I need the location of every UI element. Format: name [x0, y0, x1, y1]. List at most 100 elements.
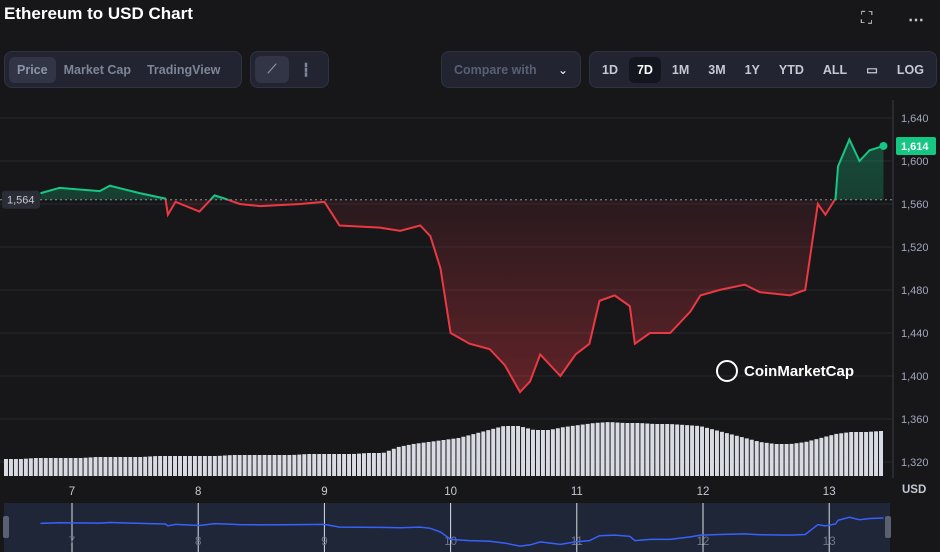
range-1d[interactable]: 1D [602, 62, 618, 77]
chart-type-toggle: ⟋ ┇ [250, 51, 329, 88]
volume-bar [153, 456, 158, 476]
volume-bar [610, 422, 615, 476]
volume-bar [769, 443, 774, 476]
volume-bar [73, 458, 78, 476]
volume-bar [436, 440, 441, 476]
volume-bar [148, 456, 153, 476]
volume-bar [416, 443, 421, 476]
volume-bar [456, 438, 461, 476]
volume-bar [48, 458, 53, 476]
volume-bar [371, 453, 376, 476]
fullscreen-icon[interactable]: ⛶ [861, 10, 873, 27]
navigator-tick-label: 7 [69, 536, 75, 548]
volume-bar [650, 423, 655, 476]
volume-bar [670, 424, 675, 476]
volume-bar [297, 454, 302, 476]
volume-bar [774, 444, 779, 476]
more-icon[interactable]: ⋯ [908, 12, 924, 29]
navigator-tick-label: 10 [444, 536, 457, 548]
volume-bar [287, 455, 292, 476]
volume-bar [347, 454, 352, 476]
volume-bar [13, 459, 18, 476]
volume-bar [352, 453, 356, 476]
volume-bar [272, 455, 277, 476]
volume-bar [824, 436, 829, 476]
volume-bar [173, 456, 178, 476]
page-title: Ethereum to USD Chart [4, 4, 193, 23]
volume-bar [501, 426, 506, 476]
volume-bar [108, 457, 113, 476]
chevron-down-icon: ⌄ [557, 62, 568, 77]
range-7d[interactable]: 7D [628, 56, 661, 83]
navigator-handle-right[interactable] [885, 516, 891, 538]
volume-bar [282, 455, 287, 476]
volume-bar [63, 458, 68, 476]
volume-bar [421, 442, 426, 476]
volume-bar [446, 439, 451, 476]
volume-bar [158, 456, 163, 476]
volume-bar [381, 452, 386, 476]
x-tick-label: 13 [823, 486, 836, 498]
volume-bar [709, 429, 714, 476]
volume-bar [516, 426, 521, 476]
volume-bar [685, 425, 690, 476]
volume-bar [267, 455, 272, 476]
volume-bar [854, 432, 859, 476]
volume-bar [550, 429, 555, 476]
volume-bar [451, 438, 456, 476]
candlestick-icon[interactable]: ┇ [302, 63, 310, 77]
tab-tradingview[interactable]: TradingView [146, 62, 221, 77]
y-tick-label: 1,440 [901, 328, 929, 340]
volume-bar [322, 454, 327, 476]
volume-bar [844, 432, 849, 476]
volume-bar [23, 458, 28, 476]
volume-bar [342, 454, 347, 476]
volume-bar [192, 456, 197, 476]
compare-dropdown[interactable]: Compare with ⌄ [441, 51, 581, 88]
range-all[interactable]: ALL [822, 62, 848, 77]
baseline-badge [2, 190, 40, 209]
volume-bar [257, 455, 262, 476]
volume-bar [749, 439, 754, 476]
navigator-tick-label: 12 [697, 536, 710, 548]
volume-bar [337, 454, 342, 476]
coinmarketcap-logo-icon [716, 360, 738, 382]
volume-bar [565, 426, 570, 476]
volume-bar [312, 454, 317, 476]
tab-market-cap[interactable]: Market Cap [63, 62, 131, 77]
volume-bar [570, 425, 575, 476]
y-tick-label: 1,480 [901, 285, 929, 297]
volume-bar [4, 459, 8, 476]
volume-bar [779, 444, 784, 476]
x-tick-label: 9 [321, 486, 327, 498]
volume-bar [859, 432, 864, 476]
line-chart-icon[interactable]: ⟋ [255, 56, 289, 83]
volume-bar [486, 430, 491, 476]
volume-bar [38, 458, 43, 476]
log-toggle[interactable]: LOG [896, 62, 924, 77]
navigator-handle-left[interactable] [3, 516, 9, 538]
volume-bar [83, 457, 88, 476]
x-tick-label: 10 [444, 486, 457, 498]
calendar-icon[interactable]: ▭ [866, 63, 878, 77]
range-3m[interactable]: 3M [708, 62, 726, 77]
volume-bar [466, 435, 471, 476]
volume-bar [396, 446, 401, 476]
range-1m[interactable]: 1M [671, 62, 690, 77]
volume-bar [809, 440, 814, 476]
volume-bar [178, 456, 182, 476]
volume-bar [93, 457, 98, 476]
volume-bar [829, 435, 834, 476]
tab-price[interactable]: Price [9, 56, 56, 83]
range-ytd[interactable]: YTD [778, 62, 804, 77]
volume-bar [799, 442, 804, 476]
volume-bar [739, 437, 744, 476]
volume-bar [526, 428, 531, 476]
y-tick-label: 1,360 [901, 414, 929, 426]
volume-bar [187, 456, 192, 476]
range-1y[interactable]: 1Y [744, 62, 760, 77]
price-line-up [40, 137, 884, 200]
navigator-tick-label: 13 [823, 536, 836, 548]
volume-bar [789, 443, 794, 476]
